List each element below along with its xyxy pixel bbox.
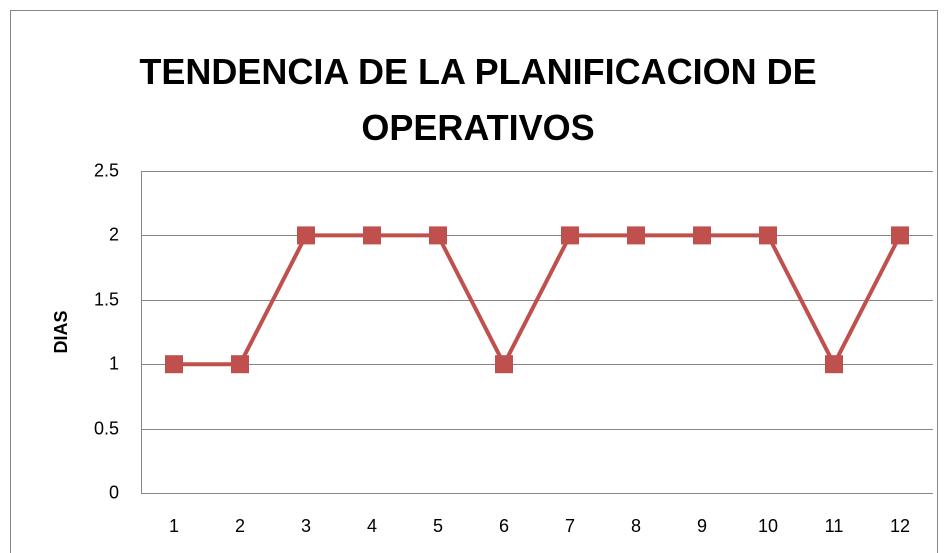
y-axis-label: DIAS <box>51 310 71 353</box>
x-tick-label: 7 <box>565 516 575 536</box>
data-marker <box>891 226 909 245</box>
data-marker <box>165 355 183 374</box>
chart-title: TENDENCIA DE LA PLANIFICACION DE OPERATI… <box>139 51 817 148</box>
data-marker <box>495 355 513 374</box>
data-marker <box>759 226 777 245</box>
y-tick-label: 1.5 <box>94 289 119 309</box>
x-tick-label: 4 <box>367 516 377 536</box>
x-tick-label: 6 <box>499 516 509 536</box>
data-marker <box>825 355 843 374</box>
x-tick-label: 10 <box>758 516 778 536</box>
data-marker <box>627 226 645 245</box>
x-tick-label: 1 <box>169 516 179 536</box>
data-marker <box>297 226 315 245</box>
y-tick-label: 1 <box>109 353 119 373</box>
x-tick-label: 3 <box>301 516 311 536</box>
x-tick-label: 11 <box>825 516 844 536</box>
data-marker <box>231 355 249 374</box>
y-tick-label: 0.5 <box>94 418 119 438</box>
data-marker <box>693 226 711 245</box>
series-line <box>174 233 902 367</box>
chart-border <box>10 10 938 553</box>
x-tick-label: 2 <box>235 516 245 536</box>
x-tick-label: 12 <box>890 516 910 536</box>
x-tick-label: 8 <box>631 516 641 536</box>
y-tick-label: 2.5 <box>94 160 119 180</box>
y-tick-label: 2 <box>109 224 119 244</box>
data-marker <box>363 226 381 245</box>
data-marker <box>561 226 579 245</box>
x-tick-label: 5 <box>433 516 443 536</box>
x-tick-label: 9 <box>697 516 707 536</box>
data-marker <box>429 226 447 245</box>
y-tick-label: 0 <box>109 482 119 502</box>
